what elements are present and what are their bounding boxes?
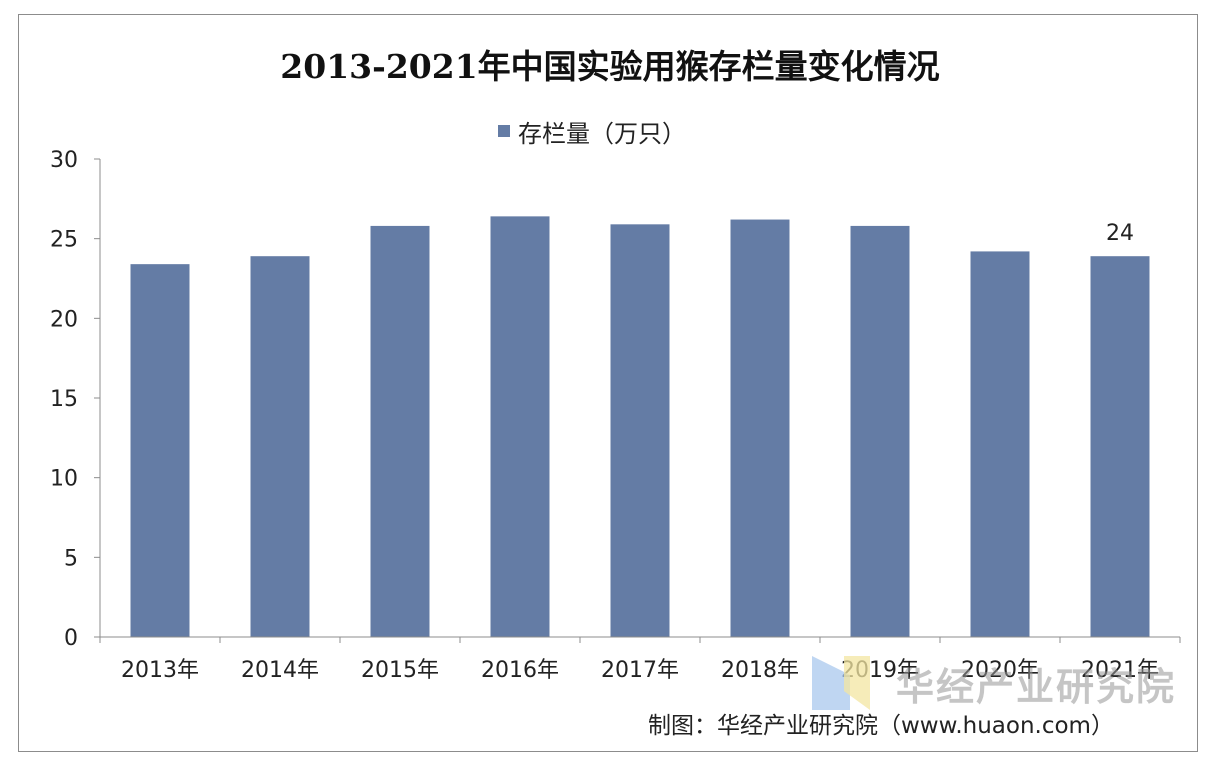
x-tick-label-8: 2021年 bbox=[1081, 658, 1159, 683]
y-tick-label-0: 0 bbox=[64, 626, 78, 651]
legend: 存栏量（万只） bbox=[498, 116, 686, 148]
bar-2 bbox=[370, 225, 430, 638]
source-note: 制图：华经产业研究院（www.huaon.com） bbox=[648, 713, 1114, 739]
x-tick-label-5: 2018年 bbox=[721, 658, 799, 683]
legend-label: 存栏量（万只） bbox=[518, 119, 686, 148]
bar-4 bbox=[610, 224, 670, 637]
y-tick-label-1: 5 bbox=[64, 546, 78, 571]
bar-3 bbox=[490, 216, 550, 638]
bar-0 bbox=[130, 264, 190, 637]
y-tick-label-3: 15 bbox=[50, 387, 78, 412]
chart-title: 2013-2021年中国实验用猴存栏量变化情况 bbox=[280, 47, 940, 86]
legend-swatch bbox=[498, 125, 510, 137]
y-tick-label-4: 20 bbox=[50, 307, 78, 332]
x-tick-label-3: 2016年 bbox=[481, 658, 559, 683]
watermark-text: 华经产业研究院 bbox=[896, 665, 1177, 709]
x-tick-label-2: 2015年 bbox=[361, 658, 439, 683]
bar-1 bbox=[250, 256, 310, 637]
y-tick-label-5: 25 bbox=[50, 228, 78, 253]
x-tick-label-0: 2013年 bbox=[121, 658, 199, 683]
bar-5 bbox=[730, 219, 790, 637]
x-tick-label-1: 2014年 bbox=[241, 658, 319, 683]
data-label-0: 24 bbox=[1106, 221, 1134, 246]
bar-6 bbox=[850, 225, 910, 638]
x-tick-label-7: 2020年 bbox=[961, 658, 1039, 683]
watermark: 华经产业研究院 bbox=[812, 656, 1192, 710]
y-tick-label-6: 30 bbox=[50, 148, 78, 173]
bar-7 bbox=[970, 251, 1030, 637]
y-tick-label-2: 10 bbox=[50, 467, 78, 492]
bar-8 bbox=[1090, 256, 1150, 637]
x-tick-label-4: 2017年 bbox=[601, 658, 679, 683]
